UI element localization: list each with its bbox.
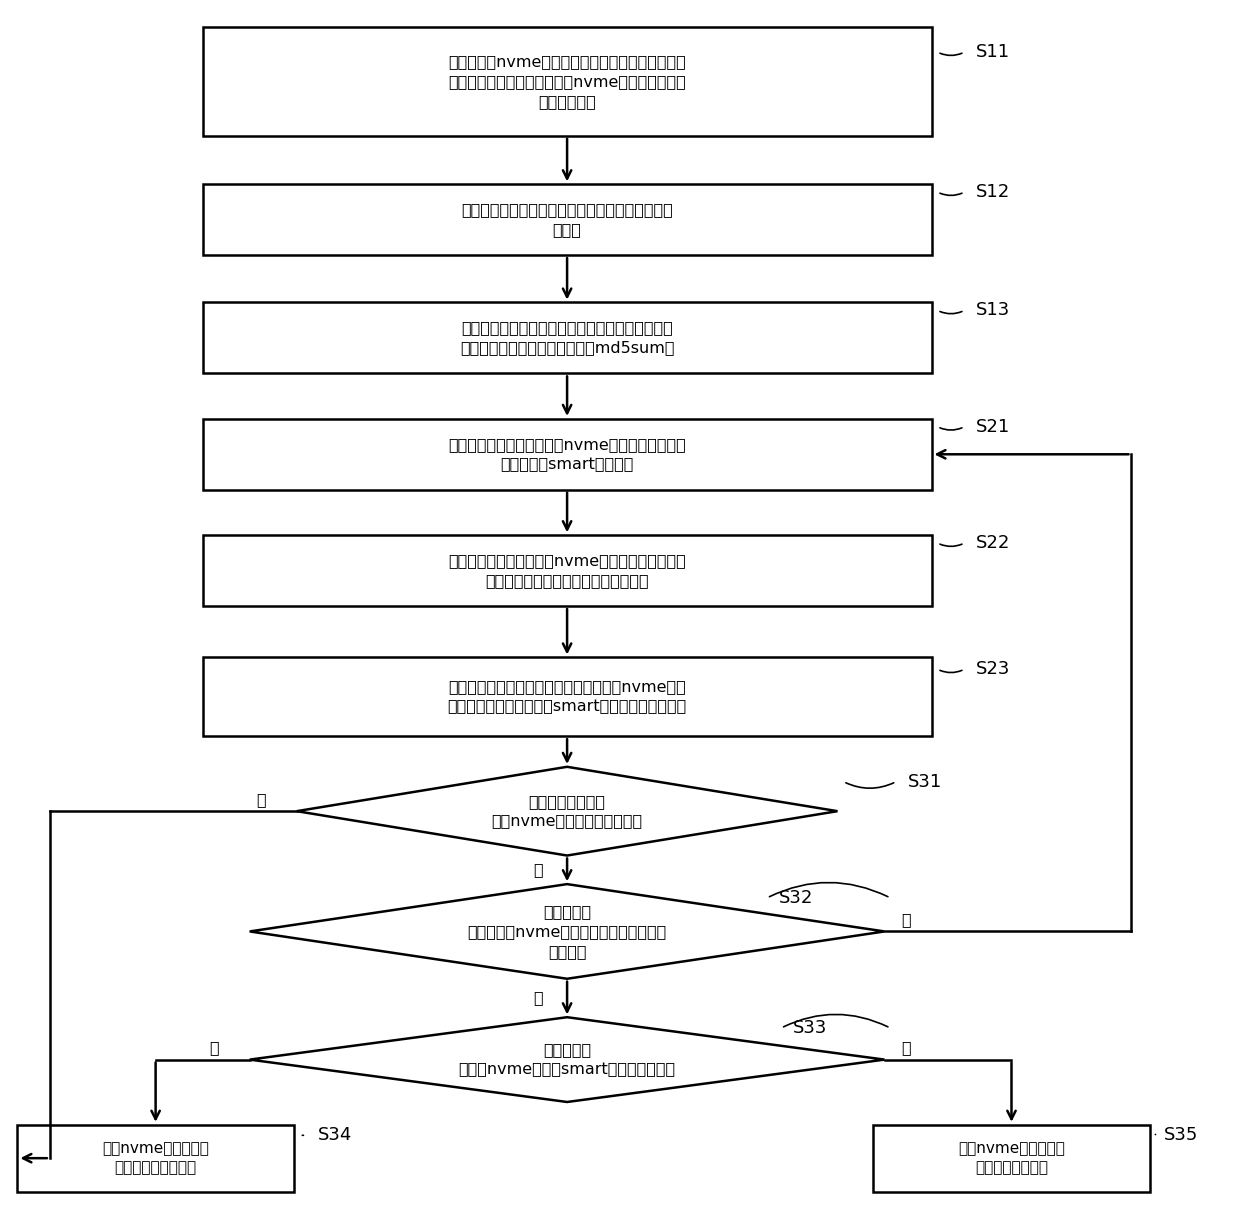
Text: S21: S21 [976,418,1011,436]
Text: 配置测试脚本判断
待测nvme硬盘的数量是否减少: 配置测试脚本判断 待测nvme硬盘的数量是否减少 [491,793,642,829]
Text: S33: S33 [792,1019,827,1038]
Text: 配置测试脚
本判断nvme硬盘及smart日志是否有错误: 配置测试脚 本判断nvme硬盘及smart日志是否有错误 [459,1043,676,1077]
Text: S13: S13 [976,301,1011,319]
Text: S31: S31 [908,772,942,791]
Bar [202,419,931,490]
Text: 在每个目标物理分区上创建日志式文件系统，并记
录日志: 在每个目标物理分区上创建日志式文件系统，并记 录日志 [461,203,673,237]
Polygon shape [249,1017,884,1102]
Text: S11: S11 [976,43,1011,61]
Bar [17,1125,294,1191]
Bar [202,535,931,607]
Bar [202,27,931,136]
Text: 待测nvme硬盘固件刷
新不稳定，测试结束: 待测nvme硬盘固件刷 新不稳定，测试结束 [102,1141,210,1175]
Polygon shape [249,884,884,979]
Text: 配置测试脚本自动检查待测nvme硬盘数量、当前固
件版本以及smart日志信息: 配置测试脚本自动检查待测nvme硬盘数量、当前固 件版本以及smart日志信息 [448,437,686,472]
Text: S22: S22 [976,534,1011,553]
Text: 否: 否 [533,862,543,877]
Text: 是: 是 [210,1040,219,1055]
Bar [202,657,931,737]
Text: 是: 是 [257,792,267,807]
Text: 是: 是 [533,991,543,1006]
Text: 在每个日志式文件系统下，创建设定大小的目标文
件，生成并保存目标文件的第一md5sum值: 在每个日志式文件系统下，创建设定大小的目标文 件，生成并保存目标文件的第一md5… [460,321,675,355]
Text: 配置测试脚本自动保存固件刷新后的待测nvme硬盘
数量、当前固件版本以及smart日志信息到日志文件: 配置测试脚本自动保存固件刷新后的待测nvme硬盘 数量、当前固件版本以及smar… [448,679,687,715]
Text: 在每个待测nvme硬盘上创建目标物理分区，设定目
标物理分区的容量占对应待测nvme硬盘总容量的比
例为设定比例: 在每个待测nvme硬盘上创建目标物理分区，设定目 标物理分区的容量占对应待测nv… [448,54,686,109]
Text: S35: S35 [1164,1126,1199,1143]
Text: 否: 否 [901,912,910,927]
Text: S12: S12 [976,183,1011,201]
Bar [873,1125,1149,1191]
Text: 配置测试脚本自动对待测nvme硬盘执行预设次数的
第一版本固件与第二版本固件互相刷新: 配置测试脚本自动对待测nvme硬盘执行预设次数的 第一版本固件与第二版本固件互相… [448,554,686,588]
Polygon shape [296,766,837,856]
Text: 否: 否 [901,1040,910,1055]
Text: S23: S23 [976,661,1011,678]
Text: S32: S32 [779,889,813,907]
Text: 配置测试脚
本判断待测nvme硬盘的固件刷新是否达到
预设次数: 配置测试脚 本判断待测nvme硬盘的固件刷新是否达到 预设次数 [467,904,667,959]
Text: S34: S34 [317,1126,352,1143]
Bar [202,302,931,373]
Bar [202,184,931,255]
Text: 待测nvme硬盘固件刷
新稳定，测试结束: 待测nvme硬盘固件刷 新稳定，测试结束 [959,1141,1065,1175]
